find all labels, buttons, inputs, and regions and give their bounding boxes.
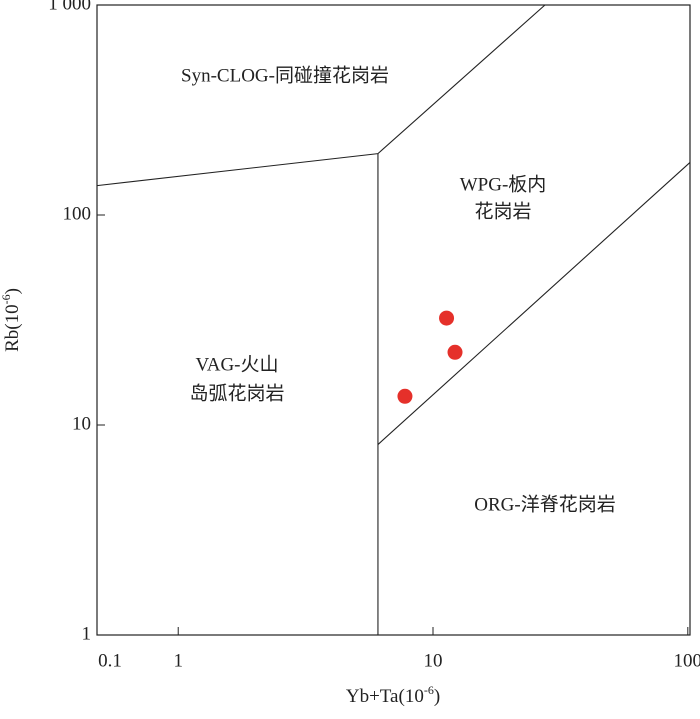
x-label-sup: -6 — [424, 683, 434, 697]
region-label: ORG-洋脊花岗岩 — [474, 493, 615, 515]
x-tick-label: 1 — [173, 650, 183, 671]
y-label-end: ) — [2, 288, 23, 294]
y-label-main: Rb(10 — [2, 304, 23, 352]
y-tick-label: 100 — [63, 203, 92, 224]
x-label-end: ) — [434, 686, 440, 707]
region-label: VAG-火山 — [195, 353, 278, 375]
boundary-line — [377, 4, 546, 155]
x-tick-label: 10 — [424, 650, 443, 671]
boundary-line — [377, 162, 691, 445]
y-tick-label: 1 000 — [48, 0, 91, 14]
data-point — [397, 388, 413, 404]
x-label-main: Yb+Ta(10 — [346, 686, 424, 707]
region-label: Syn-CLOG-同碰撞花岗岩 — [181, 64, 389, 86]
region-label: WPG-板内 — [460, 173, 547, 195]
y-label-sup: -6 — [0, 294, 13, 304]
y-axis-label: Rb(10-6) — [0, 288, 23, 352]
y-tick-label: 10 — [72, 413, 91, 434]
x-tick-label: 100 — [674, 650, 700, 671]
boundary-line — [96, 153, 379, 187]
data-point — [447, 344, 463, 360]
region-label: 花岗岩 — [474, 200, 531, 222]
data-point — [439, 310, 455, 326]
plot-frame — [96, 4, 691, 636]
x-axis-label: Yb+Ta(10-6) — [346, 683, 440, 708]
x-axis-start-label: 0.1 — [98, 650, 122, 671]
region-label: 岛弧花岗岩 — [189, 382, 284, 404]
y-tick-label: 1 — [82, 623, 92, 644]
